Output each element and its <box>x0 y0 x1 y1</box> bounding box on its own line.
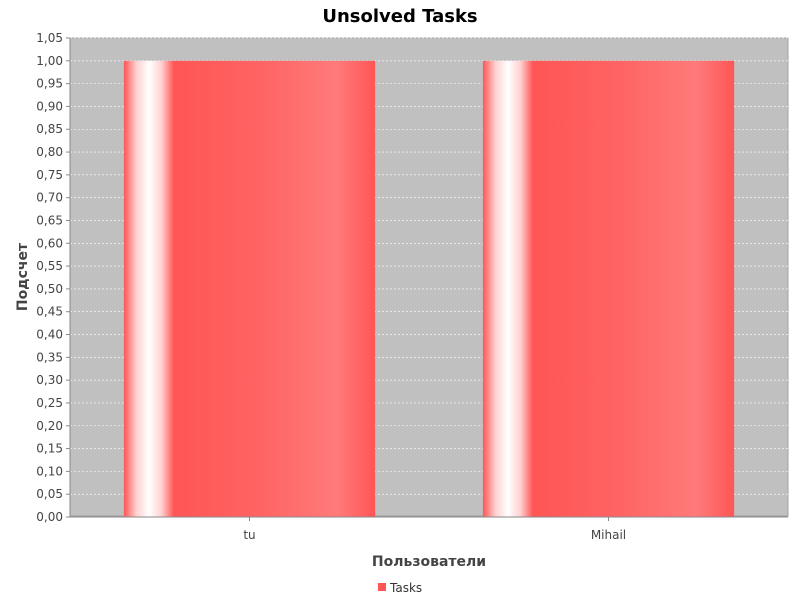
y-axis-label: Подсчет <box>15 242 31 311</box>
y-tick-label: 0,80 <box>36 145 63 159</box>
y-tick-label: 0,50 <box>36 282 63 296</box>
y-tick-label: 0,60 <box>36 236 63 250</box>
y-tick-label: 0,45 <box>36 305 63 319</box>
y-tick-label: 0,75 <box>36 168 63 182</box>
y-tick-label: 0,20 <box>36 419 63 433</box>
x-tick-label: tu <box>243 528 255 542</box>
y-tick-label: 0,25 <box>36 396 63 410</box>
y-tick-label: 0,40 <box>36 328 63 342</box>
y-tick-label: 0,15 <box>36 442 63 456</box>
bar-mihail[interactable] <box>482 60 735 518</box>
y-tick-label: 0,85 <box>36 122 63 136</box>
x-axis-ticks: tu Mihail <box>243 517 626 542</box>
legend-swatch <box>378 583 386 591</box>
y-tick-label: 0,35 <box>36 350 63 364</box>
y-tick-label: 0,90 <box>36 99 63 113</box>
y-tick-label: 0,05 <box>36 487 63 501</box>
y-tick-label: 0,55 <box>36 259 63 273</box>
bar-tu[interactable] <box>123 60 376 518</box>
legend: Tasks <box>378 581 422 595</box>
y-tick-label: 0,65 <box>36 213 63 227</box>
chart-title: Unsolved Tasks <box>322 6 477 27</box>
legend-label: Tasks <box>389 581 422 595</box>
y-tick-label: 0,95 <box>36 77 63 91</box>
bars <box>123 60 735 518</box>
y-tick-label: 0,70 <box>36 191 63 205</box>
y-axis-ticks: 0,00 0,05 0,10 0,15 0,20 0,25 0,30 0,35 0,40 0,45… <box>36 31 70 524</box>
x-tick-label: Mihail <box>591 528 626 542</box>
y-tick-label: 0,00 <box>36 510 63 524</box>
y-tick-label: 1,05 <box>36 31 63 45</box>
x-axis-label: Пользователи <box>372 554 486 570</box>
y-tick-label: 0,30 <box>36 373 63 387</box>
y-tick-label: 0,10 <box>36 464 63 478</box>
y-tick-label: 1,00 <box>36 54 63 68</box>
